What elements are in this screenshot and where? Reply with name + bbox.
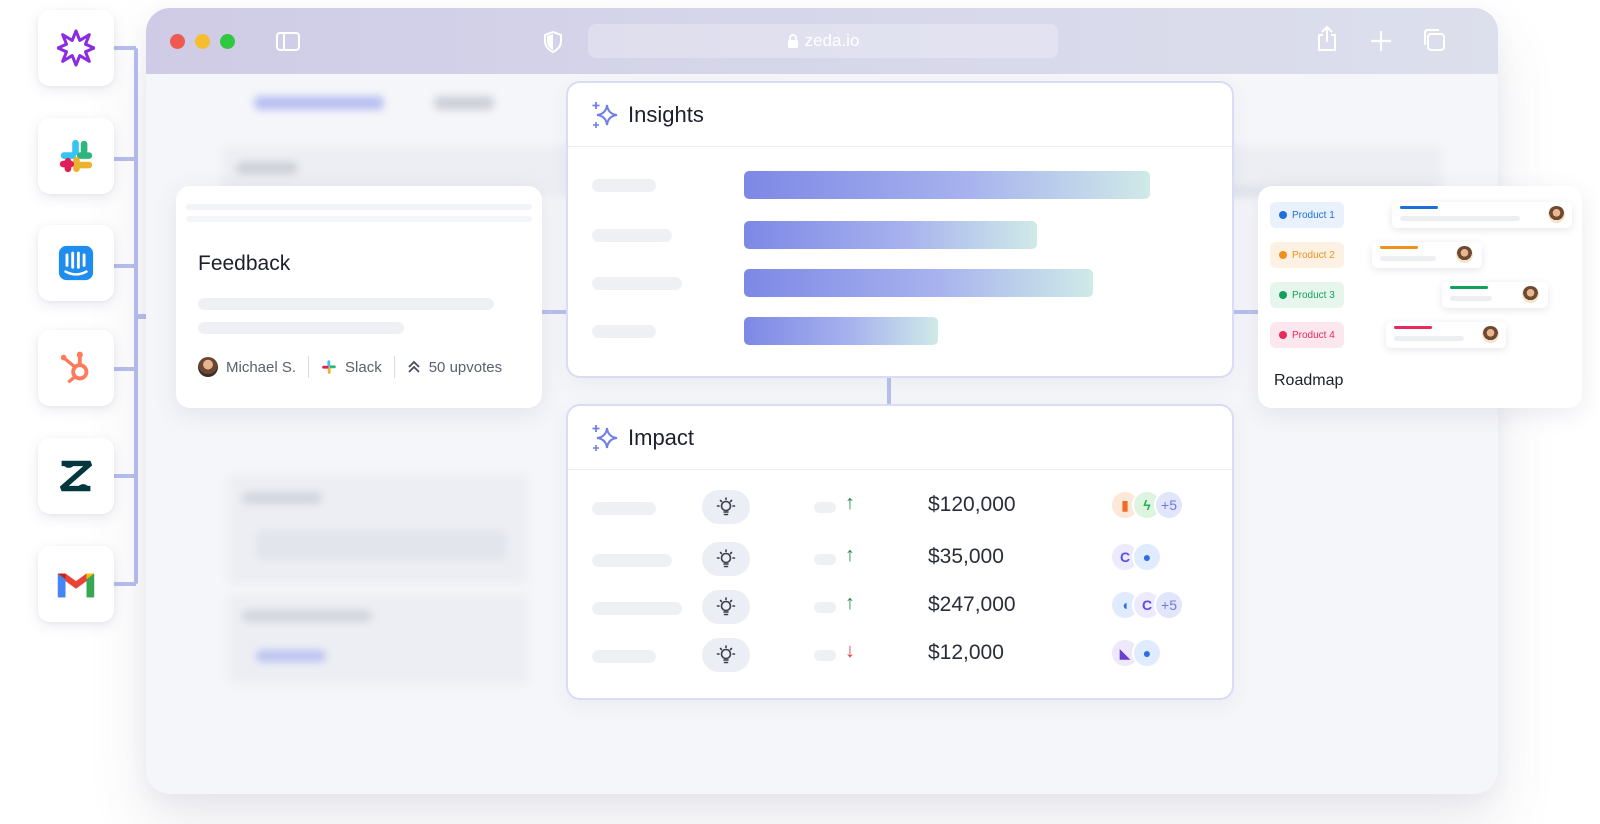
roadmap-tag-product-3[interactable]: Product 3: [1270, 282, 1344, 308]
feedback-title: Feedback: [198, 252, 291, 275]
connector-intercom: [114, 264, 136, 268]
new-tab-icon[interactable]: [1370, 30, 1392, 52]
feedback-source: Slack: [345, 358, 382, 376]
impact-header: Impact: [568, 406, 1232, 470]
insight-row[interactable]: [592, 269, 1208, 299]
impact-amount: $120,000: [928, 493, 1016, 516]
insight-row[interactable]: [592, 221, 1208, 251]
connector-insights-roadmap: [1234, 310, 1260, 314]
account-logos: ◖ C +5: [1110, 590, 1184, 620]
connector-insights-impact: [887, 378, 891, 406]
sidebar-toggle-icon[interactable]: [276, 32, 300, 51]
account-logos: ◣ ●: [1110, 638, 1162, 668]
gmail-logo-icon[interactable]: [38, 546, 114, 622]
impact-amount: $12,000: [928, 641, 1004, 664]
company-logo-icon: ●: [1132, 542, 1162, 572]
address-bar[interactable]: zeda.io: [588, 24, 1058, 58]
roadmap-timeline-bar[interactable]: [1442, 282, 1548, 308]
tabs-overview-icon[interactable]: [1422, 28, 1446, 52]
share-icon[interactable]: [1316, 26, 1338, 52]
insights-header: Insights: [568, 83, 1232, 147]
connector-slack: [114, 157, 136, 161]
insight-row[interactable]: [592, 317, 1208, 347]
sparkle-icon: [592, 101, 618, 128]
impact-row[interactable]: ↓ $12,000 ◣ ●: [592, 638, 1208, 674]
lightbulb-icon: [702, 638, 750, 672]
trend-down-arrow-icon: ↓: [845, 640, 855, 662]
insight-bar: [744, 317, 938, 345]
placeholder-line: [186, 216, 532, 222]
insight-label-placeholder: [592, 229, 672, 242]
zeda-logo-icon[interactable]: [38, 10, 114, 86]
account-logos: C ●: [1110, 542, 1162, 572]
feedback-upvotes: 50 upvotes: [428, 358, 503, 376]
trend-up-arrow-icon: ↑: [845, 492, 855, 514]
insights-panel[interactable]: Insights: [566, 81, 1234, 378]
zendesk-logo-icon[interactable]: [38, 438, 114, 514]
lightbulb-icon: [702, 590, 750, 624]
insight-label-placeholder: [592, 325, 656, 338]
connector-feedback-insights: [542, 310, 568, 314]
sparkle-icon: [592, 424, 618, 451]
feedback-author: Michael S.: [226, 358, 297, 376]
feedback-card[interactable]: Feedback Michael S. Slack 50 upvotes: [176, 186, 542, 408]
avatar: [198, 357, 218, 377]
maximize-window-button[interactable]: [220, 34, 235, 49]
placeholder-line: [198, 298, 494, 310]
browser-titlebar: zeda.io: [146, 8, 1498, 74]
insight-label-placeholder: [592, 277, 682, 290]
impact-row[interactable]: ↑ $35,000 C ●: [592, 542, 1208, 578]
more-logos-badge: +5: [1154, 590, 1184, 620]
slack-logo-icon[interactable]: [38, 118, 114, 194]
roadmap-timeline-bar[interactable]: [1386, 322, 1506, 348]
close-window-button[interactable]: [170, 34, 185, 49]
impact-panel[interactable]: Impact ↑ $120,000 ▮ ϟ +5 ↑ $35,000 C ● ↑…: [566, 404, 1234, 700]
connector-gmail: [114, 582, 136, 586]
company-logo-icon: ●: [1132, 638, 1162, 668]
insight-bar: [744, 171, 1150, 199]
insight-row[interactable]: [592, 171, 1208, 201]
impact-title: Impact: [628, 424, 695, 450]
impact-row[interactable]: ↑ $120,000 ▮ ϟ +5: [592, 490, 1208, 526]
feedback-meta: Michael S. Slack 50 upvotes: [198, 356, 502, 378]
intercom-logo-icon[interactable]: [38, 225, 114, 301]
placeholder-line: [198, 322, 404, 334]
more-logos-badge: +5: [1154, 490, 1184, 520]
lightbulb-icon: [702, 542, 750, 576]
roadmap-tag-product-1[interactable]: Product 1: [1270, 202, 1344, 228]
connector-zendesk: [114, 474, 136, 478]
insight-label-placeholder: [592, 179, 656, 192]
roadmap-tag-product-2[interactable]: Product 2: [1270, 242, 1344, 268]
insights-title: Insights: [628, 101, 704, 127]
impact-row[interactable]: ↑ $247,000 ◖ C +5: [592, 590, 1208, 626]
trend-up-arrow-icon: ↑: [845, 544, 855, 566]
upvote-icon[interactable]: [407, 360, 421, 374]
slack-icon: [322, 360, 336, 374]
connector-zeda: [114, 46, 136, 50]
hubspot-logo-icon[interactable]: [38, 330, 114, 406]
roadmap-timeline-bar[interactable]: [1392, 202, 1572, 228]
roadmap-tag-product-4[interactable]: Product 4: [1270, 322, 1344, 348]
lightbulb-icon: [702, 490, 750, 524]
roadmap-title: Roadmap: [1274, 372, 1344, 389]
minimize-window-button[interactable]: [195, 34, 210, 49]
account-logos: ▮ ϟ +5: [1110, 490, 1184, 520]
lock-icon: [787, 33, 798, 48]
impact-amount: $247,000: [928, 593, 1016, 616]
trend-up-arrow-icon: ↑: [845, 592, 855, 614]
impact-amount: $35,000: [928, 545, 1004, 568]
insight-bar: [744, 269, 1093, 297]
insight-bar: [744, 221, 1037, 249]
roadmap-timeline-bar[interactable]: [1372, 242, 1482, 268]
connector-hubspot: [114, 367, 136, 371]
placeholder-line: [186, 204, 532, 210]
roadmap-card[interactable]: Product 1 Product 2 Product 3 Product 4 …: [1258, 186, 1582, 408]
url-text: zeda.io: [804, 31, 860, 50]
shield-icon[interactable]: [544, 31, 562, 53]
